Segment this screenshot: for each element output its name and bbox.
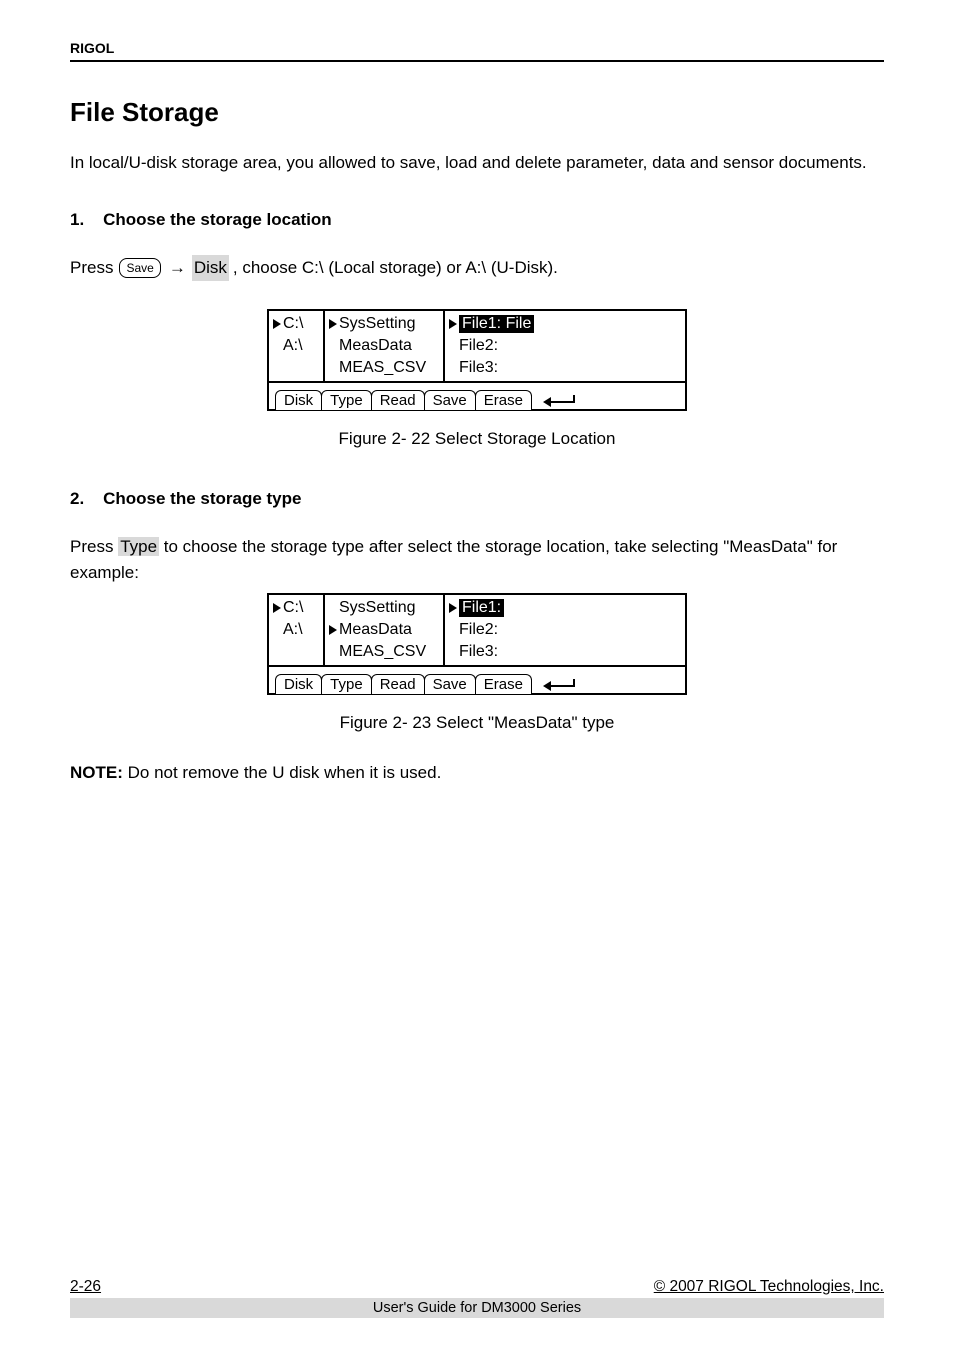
press-word: Press xyxy=(70,255,113,281)
section1-rest: , choose C:\ (Local storage) or A:\ (U-D… xyxy=(233,255,558,281)
lcd2-type-column: SysSetting MeasData MEAS_CSV xyxy=(325,595,445,665)
softkey-read[interactable]: Read xyxy=(371,390,425,410)
footer-guide: User's Guide for DM3000 Series xyxy=(70,1298,884,1318)
cursor-icon xyxy=(329,319,337,329)
section1-title: Choose the storage location xyxy=(103,210,332,229)
lcd2-file-2[interactable]: File3: xyxy=(459,643,498,661)
softkey-save[interactable]: Save xyxy=(424,674,476,694)
lcd1-type-1[interactable]: MeasData xyxy=(339,337,412,355)
softkey-erase[interactable]: Erase xyxy=(475,390,532,410)
lcd1-file-column: File1: File File2: File3: xyxy=(445,311,685,381)
lcd1-drive-0[interactable]: C:\ xyxy=(283,315,303,333)
section1-number: 1. xyxy=(70,210,84,229)
section2-para-b: to choose the storage type after select … xyxy=(70,537,837,582)
page-footer: 2-26 © 2007 RIGOL Technologies, Inc. Use… xyxy=(70,1278,884,1318)
lcd2-type-0[interactable]: SysSetting xyxy=(339,599,415,617)
lcd1-type-0[interactable]: SysSetting xyxy=(339,315,415,333)
figure1-caption: Figure 2- 22 Select Storage Location xyxy=(70,429,884,449)
section2-para-a: Press xyxy=(70,537,118,556)
softkey-save[interactable]: Save xyxy=(424,390,476,410)
cursor-icon xyxy=(449,319,457,329)
lcd2-file-1[interactable]: File2: xyxy=(459,621,498,639)
cursor-icon xyxy=(273,319,281,329)
section2-paragraph: Press Type to choose the storage type af… xyxy=(70,534,884,587)
lcd1-softkeys: Disk Type Read Save Erase xyxy=(269,383,685,409)
lcd-panel-1: C:\ A:\ SysSetting MeasData MEAS_CSV Fil… xyxy=(267,309,687,411)
softkey-erase[interactable]: Erase xyxy=(475,674,532,694)
lcd1-drive-column: C:\ A:\ xyxy=(269,311,325,381)
lcd2-type-1[interactable]: MeasData xyxy=(339,621,412,639)
softkey-disk[interactable]: Disk xyxy=(275,390,322,410)
footer-page-number: 2-26 xyxy=(70,1278,101,1296)
section2-number: 2. xyxy=(70,489,84,508)
note-bold: NOTE: xyxy=(70,763,123,782)
figure2-caption: Figure 2- 23 Select "MeasData" type xyxy=(70,713,884,733)
section1-press-line: Press Save → Disk, choose C:\ (Local sto… xyxy=(70,255,884,281)
lcd2-file-0[interactable]: File1: xyxy=(459,599,504,617)
lcd2-type-2[interactable]: MEAS_CSV xyxy=(339,643,426,661)
lcd2-drive-column: C:\ A:\ xyxy=(269,595,325,665)
lcd2-softkeys: Disk Type Read Save Erase xyxy=(269,667,685,693)
save-button[interactable]: Save xyxy=(119,258,160,278)
lcd1-file-1[interactable]: File2: xyxy=(459,337,498,355)
note-rest: Do not remove the U disk when it is used… xyxy=(123,763,441,782)
intro-paragraph: In local/U-disk storage area, you allowe… xyxy=(70,150,884,176)
cursor-icon xyxy=(449,603,457,613)
return-icon[interactable] xyxy=(541,390,575,410)
arrow-icon: → xyxy=(169,255,186,281)
softkey-type[interactable]: Type xyxy=(321,390,372,410)
lcd-panel-2: C:\ A:\ SysSetting MeasData MEAS_CSV Fil… xyxy=(267,593,687,695)
note-line: NOTE: Do not remove the U disk when it i… xyxy=(70,763,884,783)
softkey-disk[interactable]: Disk xyxy=(275,674,322,694)
cursor-icon xyxy=(273,603,281,613)
cursor-icon xyxy=(329,625,337,635)
lcd1-file-0[interactable]: File1: File xyxy=(459,315,534,333)
section1-heading: 1. Choose the storage location xyxy=(70,210,884,230)
lcd1-drive-1[interactable]: A:\ xyxy=(283,337,303,355)
disk-softkey: Disk xyxy=(192,255,229,281)
footer-copyright: © 2007 RIGOL Technologies, Inc. xyxy=(654,1278,884,1296)
lcd1-type-2[interactable]: MEAS_CSV xyxy=(339,359,426,377)
lcd2-file-column: File1: File2: File3: xyxy=(445,595,685,665)
section2-title: Choose the storage type xyxy=(103,489,301,508)
lcd2-drive-1[interactable]: A:\ xyxy=(283,621,303,639)
return-icon[interactable] xyxy=(541,674,575,694)
section2-heading: 2. Choose the storage type xyxy=(70,489,884,509)
lcd1-type-column: SysSetting MeasData MEAS_CSV xyxy=(325,311,445,381)
lcd2-drive-0[interactable]: C:\ xyxy=(283,599,303,617)
brand: RIGOL xyxy=(70,40,884,56)
lcd1-file-2[interactable]: File3: xyxy=(459,359,498,377)
softkey-read[interactable]: Read xyxy=(371,674,425,694)
softkey-type[interactable]: Type xyxy=(321,674,372,694)
page-title: File Storage xyxy=(70,97,884,128)
top-rule xyxy=(70,60,884,62)
type-softkey: Type xyxy=(118,537,159,556)
